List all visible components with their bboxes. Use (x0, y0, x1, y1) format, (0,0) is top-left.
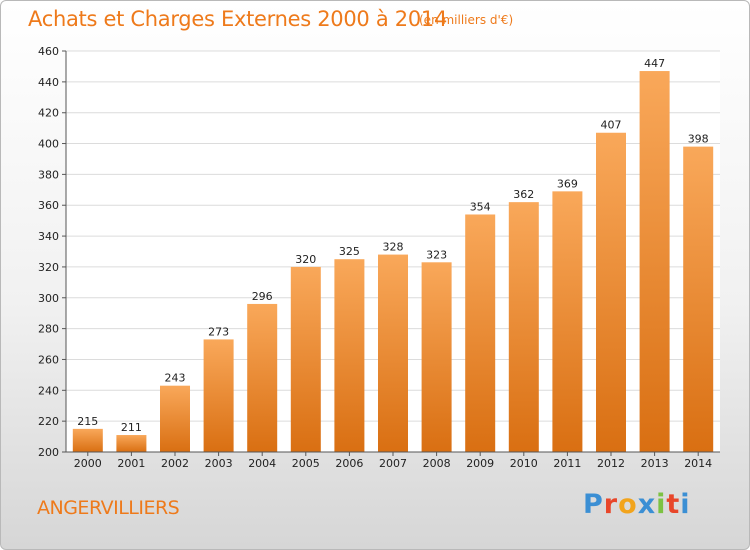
bar-2005 (290, 266, 321, 452)
y-tick-label: 400 (38, 138, 59, 151)
y-tick-label: 240 (38, 384, 59, 397)
x-tick-label: 2008 (423, 457, 451, 470)
bar-2002 (160, 385, 190, 452)
bar-2003 (203, 339, 234, 452)
x-tick-label: 2011 (553, 457, 581, 470)
x-tick-label: 2004 (248, 457, 276, 470)
chart-title: Achats et Charges Externes 2000 à 2014 (28, 7, 448, 31)
y-tick-label: 260 (38, 353, 59, 366)
x-tick-label: 2012 (597, 457, 625, 470)
y-axis: 200 220 240 260 280 300 320 340 360 380 400 420 440 4… (38, 45, 66, 459)
bar-2001 (116, 435, 147, 452)
bar-value-label: 362 (513, 188, 534, 201)
bar-2006 (334, 259, 365, 452)
bar-value-label: 447 (644, 57, 665, 70)
y-tick-label: 380 (38, 168, 59, 181)
y-tick-label: 340 (38, 230, 59, 243)
bar-value-label: 211 (121, 421, 142, 434)
y-tick-label: 300 (38, 292, 59, 305)
bar-value-label: 407 (601, 119, 622, 132)
x-tick-label: 2010 (510, 457, 538, 470)
y-tick-label: 360 (38, 199, 59, 212)
x-tick-label: 2006 (335, 457, 363, 470)
bar-2014 (683, 146, 714, 452)
x-tick-label: 2013 (641, 457, 669, 470)
bar-value-label: 243 (165, 372, 186, 385)
logo-letter: r (603, 489, 619, 520)
logo-letter: i (656, 489, 667, 520)
bar-2013 (639, 71, 670, 453)
y-tick-label: 220 (38, 415, 59, 428)
logo-letter: x (637, 489, 657, 520)
bar-2012 (596, 132, 626, 452)
bar-value-label: 273 (208, 325, 229, 338)
bar-value-label: 325 (339, 245, 360, 258)
bar-value-label: 296 (252, 290, 273, 303)
bar-2008 (421, 262, 452, 452)
x-tick-label: 2000 (74, 457, 102, 470)
x-tick-label: 2003 (205, 457, 233, 470)
x-tick-label: 2005 (292, 457, 320, 470)
bar-value-label: 323 (426, 248, 447, 261)
x-tick-label: 2014 (684, 457, 712, 470)
bar-2009 (465, 214, 496, 452)
x-tick-label: 2001 (117, 457, 145, 470)
y-tick-label: 420 (38, 107, 59, 120)
x-tick-label: 2009 (466, 457, 494, 470)
bar-2010 (508, 202, 539, 452)
bar-value-label: 354 (470, 200, 491, 213)
bar-2007 (378, 254, 408, 452)
bar-value-label: 328 (383, 241, 404, 254)
chart-subtitle: (en milliers d'€) (419, 13, 514, 27)
x-tick-label: 2002 (161, 457, 189, 470)
bar-2011 (552, 191, 583, 452)
y-tick-label: 280 (38, 323, 59, 336)
x-tick-label: 2007 (379, 457, 407, 470)
y-tick-label: 200 (38, 446, 59, 459)
x-axis: 2000 2001 2002 2003 2004 2005 2006 2007 2008 2009… (74, 452, 712, 470)
bar-2000 (72, 428, 103, 452)
bar-value-label: 369 (557, 177, 578, 190)
logo-letter: P (583, 489, 604, 520)
city-name: ANGERVILLIERS (37, 497, 180, 519)
bar-value-label: 398 (688, 133, 709, 146)
logo-letter: t (666, 489, 681, 520)
bar-value-label: 215 (77, 415, 98, 428)
bar-value-label: 320 (295, 253, 316, 266)
logo-letter: o (618, 489, 638, 520)
y-tick-label: 320 (38, 261, 59, 274)
y-tick-label: 440 (38, 76, 59, 89)
proxiti-logo: Proxiti (583, 489, 691, 520)
bar-2004 (247, 303, 278, 452)
y-tick-label: 460 (38, 45, 59, 58)
logo-letter: i (680, 489, 691, 520)
